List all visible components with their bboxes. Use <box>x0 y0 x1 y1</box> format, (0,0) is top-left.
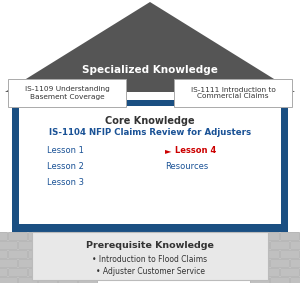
FancyBboxPatch shape <box>18 259 37 267</box>
Text: Lesson 4: Lesson 4 <box>175 146 216 155</box>
FancyBboxPatch shape <box>68 232 86 239</box>
Text: ►: ► <box>165 146 172 155</box>
FancyBboxPatch shape <box>260 250 278 258</box>
Text: Lesson 2: Lesson 2 <box>47 162 84 171</box>
FancyBboxPatch shape <box>0 250 7 258</box>
FancyBboxPatch shape <box>0 277 16 283</box>
FancyBboxPatch shape <box>8 232 26 239</box>
Text: IS-1111 Introduction to
Commercial Claims: IS-1111 Introduction to Commercial Claim… <box>190 87 275 100</box>
FancyBboxPatch shape <box>58 241 76 248</box>
FancyBboxPatch shape <box>78 259 97 267</box>
Text: Core Knowledge: Core Knowledge <box>105 116 195 126</box>
FancyBboxPatch shape <box>68 268 86 275</box>
FancyBboxPatch shape <box>48 232 67 239</box>
FancyBboxPatch shape <box>280 232 298 239</box>
FancyBboxPatch shape <box>12 100 288 232</box>
FancyBboxPatch shape <box>260 232 278 239</box>
FancyBboxPatch shape <box>8 250 26 258</box>
Text: IS-1104 NFIP Claims Review for Adjusters: IS-1104 NFIP Claims Review for Adjusters <box>49 128 251 137</box>
FancyBboxPatch shape <box>68 250 86 258</box>
FancyBboxPatch shape <box>250 259 268 267</box>
FancyBboxPatch shape <box>240 268 259 275</box>
FancyBboxPatch shape <box>290 241 300 248</box>
FancyBboxPatch shape <box>0 259 16 267</box>
FancyBboxPatch shape <box>250 277 268 283</box>
FancyBboxPatch shape <box>290 259 300 267</box>
Text: • Adjuster Customer Service: • Adjuster Customer Service <box>95 267 205 276</box>
Text: Lesson 1: Lesson 1 <box>47 146 84 155</box>
FancyBboxPatch shape <box>0 268 7 275</box>
FancyBboxPatch shape <box>8 268 26 275</box>
FancyBboxPatch shape <box>58 259 76 267</box>
FancyBboxPatch shape <box>270 277 289 283</box>
FancyBboxPatch shape <box>28 250 46 258</box>
FancyBboxPatch shape <box>48 268 67 275</box>
FancyBboxPatch shape <box>19 106 281 224</box>
FancyBboxPatch shape <box>270 241 289 248</box>
FancyBboxPatch shape <box>38 259 56 267</box>
FancyBboxPatch shape <box>38 277 56 283</box>
FancyBboxPatch shape <box>78 241 97 248</box>
FancyBboxPatch shape <box>28 232 46 239</box>
FancyBboxPatch shape <box>28 268 46 275</box>
FancyBboxPatch shape <box>0 232 7 239</box>
Polygon shape <box>5 2 295 92</box>
FancyBboxPatch shape <box>48 250 67 258</box>
FancyBboxPatch shape <box>32 232 268 280</box>
FancyBboxPatch shape <box>260 268 278 275</box>
FancyBboxPatch shape <box>290 277 300 283</box>
Text: Prerequisite Knowledge: Prerequisite Knowledge <box>86 241 214 250</box>
FancyBboxPatch shape <box>250 241 268 248</box>
FancyBboxPatch shape <box>18 241 37 248</box>
FancyBboxPatch shape <box>280 268 298 275</box>
FancyBboxPatch shape <box>240 232 259 239</box>
Text: Specialized Knowledge: Specialized Knowledge <box>82 65 218 75</box>
FancyBboxPatch shape <box>0 241 16 248</box>
Text: Resources: Resources <box>165 162 208 171</box>
Text: IS-1109 Understanding
Basement Coverage: IS-1109 Understanding Basement Coverage <box>25 87 110 100</box>
Text: • Introduction to Flood Claims: • Introduction to Flood Claims <box>92 255 208 264</box>
FancyBboxPatch shape <box>58 277 76 283</box>
FancyBboxPatch shape <box>270 259 289 267</box>
FancyBboxPatch shape <box>8 79 126 107</box>
FancyBboxPatch shape <box>240 250 259 258</box>
Text: Lesson 3: Lesson 3 <box>47 178 84 187</box>
FancyBboxPatch shape <box>78 277 97 283</box>
FancyBboxPatch shape <box>280 250 298 258</box>
FancyBboxPatch shape <box>38 241 56 248</box>
FancyBboxPatch shape <box>174 79 292 107</box>
FancyBboxPatch shape <box>18 277 37 283</box>
